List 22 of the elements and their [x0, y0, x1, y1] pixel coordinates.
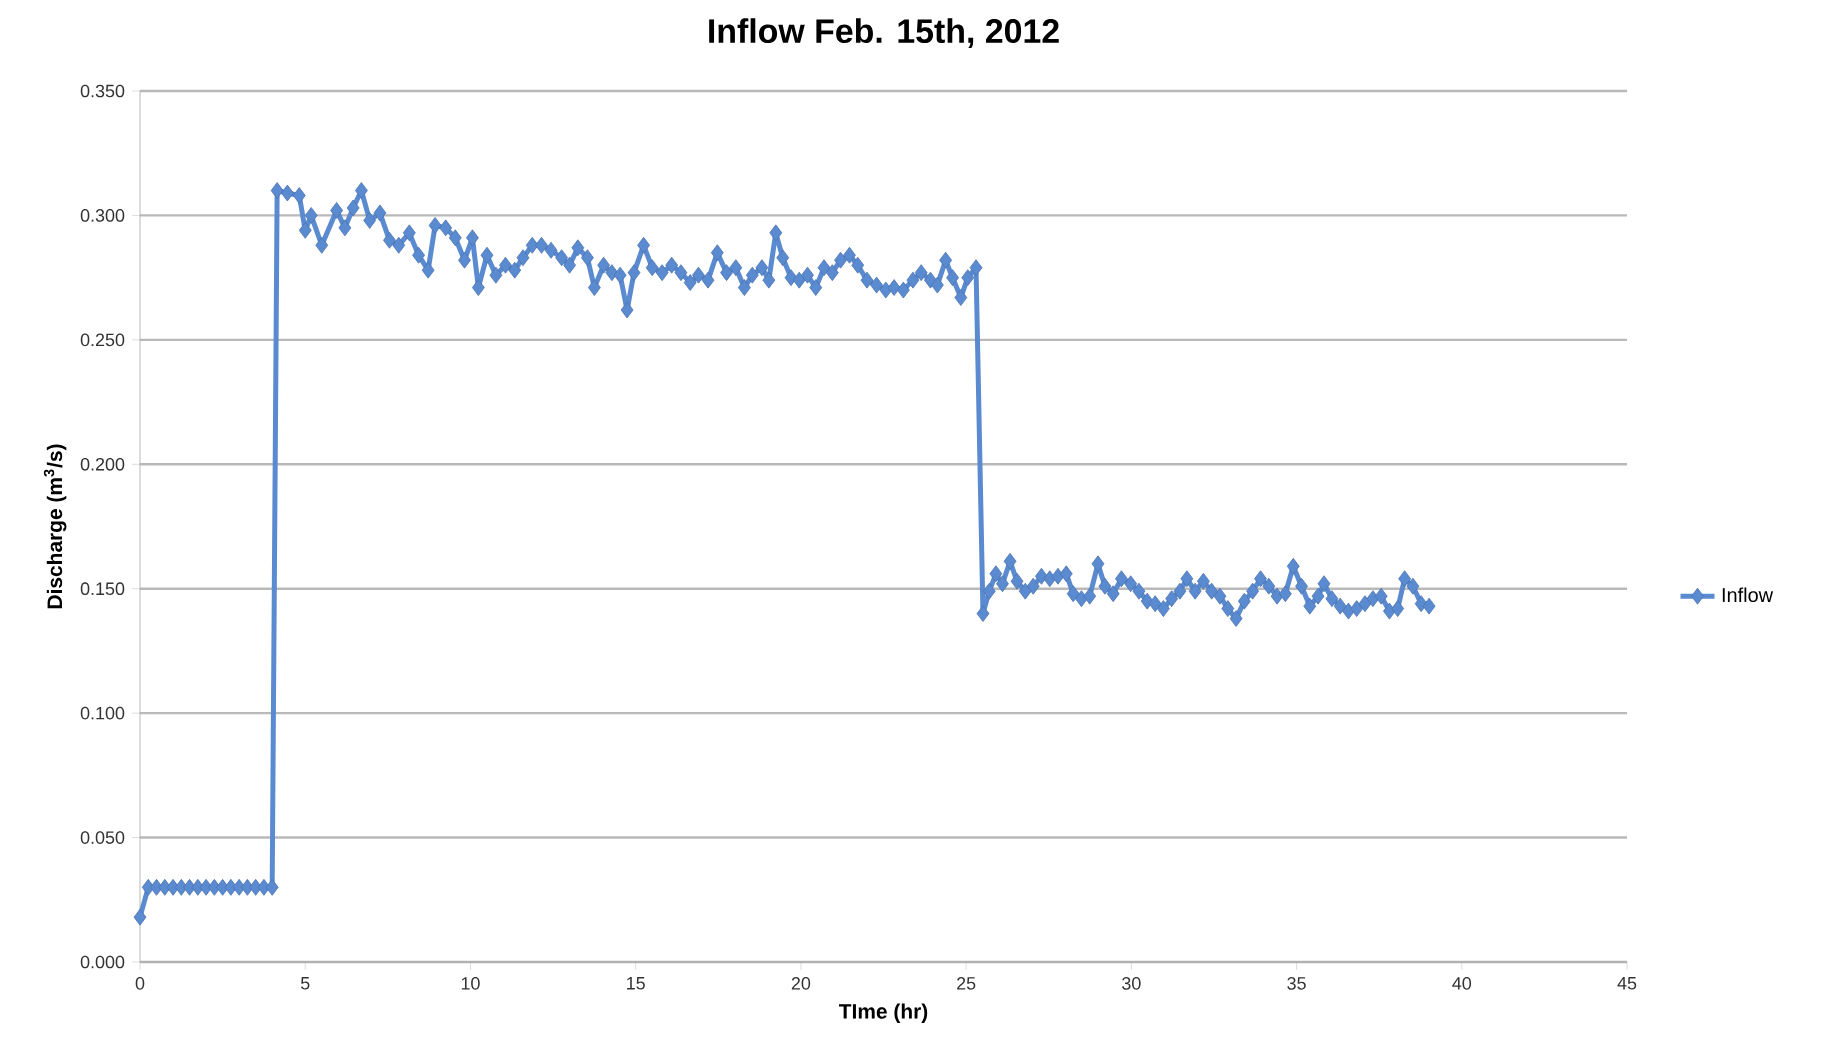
- x-tick-label: 25: [957, 977, 976, 990]
- y-tick-label: 0.300: [80, 209, 125, 222]
- x-tick-label: 15: [627, 977, 645, 990]
- y-tick-label: 0.200: [80, 457, 125, 471]
- y-tick-label: 0.000: [80, 955, 125, 969]
- x-tick-label: 35: [1287, 977, 1306, 990]
- x-tick-label: 30: [1122, 977, 1141, 990]
- x-tick-label: 40: [1452, 977, 1472, 990]
- y-tick-label: 0.100: [80, 706, 125, 720]
- chart-title: Inflow Feb. 15th, 2012: [709, 18, 1059, 48]
- x-tick-label: 0: [135, 977, 145, 990]
- x-tick-label: 20: [791, 977, 811, 990]
- legend-label: Inflow: [1722, 587, 1774, 603]
- x-tick-label: 5: [300, 977, 310, 990]
- x-axis-title: TIme (hr): [839, 1003, 928, 1023]
- y-axis-title: Discharge (m$^{3}$/s): [43, 444, 67, 609]
- y-tick-label: 0.350: [80, 84, 125, 98]
- x-tick-label: 10: [461, 977, 480, 990]
- x-tick-label: 45: [1617, 977, 1637, 990]
- y-tick-label: 0.150: [80, 582, 125, 596]
- y-tick-label: 0.050: [80, 831, 125, 844]
- y-tick-label: 0.250: [80, 333, 125, 347]
